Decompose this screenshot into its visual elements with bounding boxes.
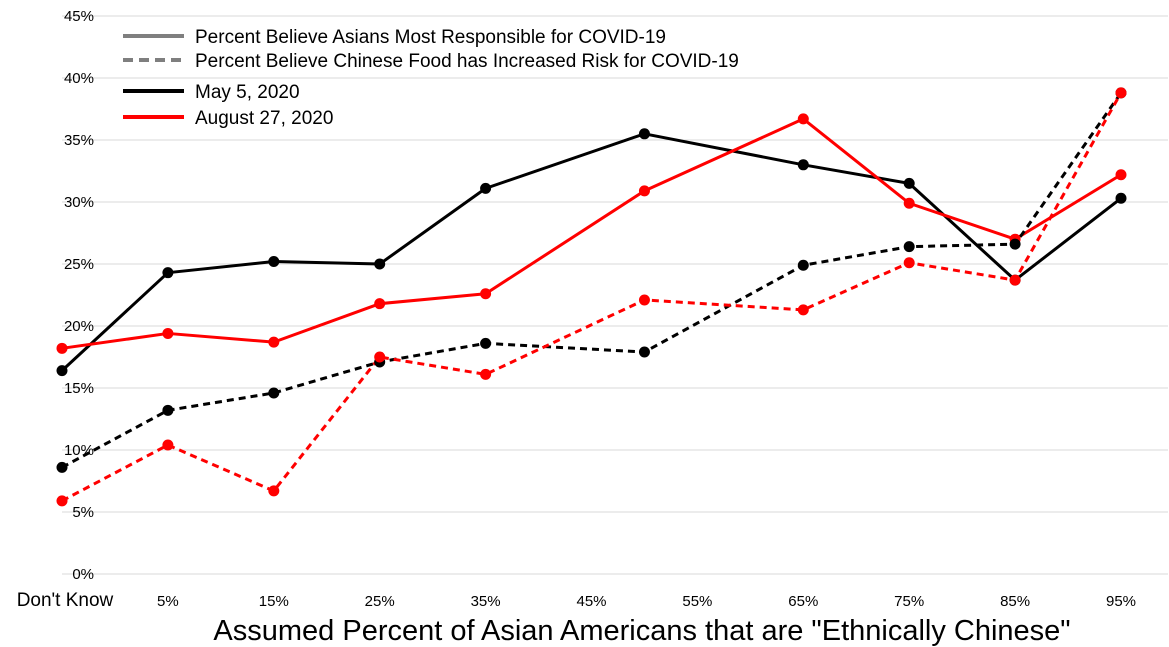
y-tick-label: 0% — [72, 566, 94, 583]
data-point — [797, 159, 809, 171]
data-point — [480, 288, 492, 300]
data-point — [480, 182, 492, 194]
legend-label: Percent Believe Chinese Food has Increas… — [195, 51, 739, 72]
data-point — [374, 258, 386, 270]
data-point — [268, 256, 280, 268]
data-point — [56, 495, 68, 507]
x-tick-label: 95% — [1106, 593, 1136, 610]
y-tick-label: 5% — [72, 504, 94, 521]
data-point — [797, 113, 809, 125]
y-tick-label: 30% — [64, 194, 94, 211]
x-tick-label: 55% — [682, 593, 712, 610]
data-point — [1115, 192, 1127, 204]
data-point — [638, 294, 650, 306]
y-tick-label: 15% — [64, 380, 94, 397]
x-tick-label: Don't Know — [17, 590, 114, 611]
data-point — [374, 298, 386, 310]
data-point — [903, 241, 915, 253]
x-tick-label: 85% — [1000, 593, 1030, 610]
data-point — [638, 185, 650, 197]
y-tick-label: 10% — [64, 442, 94, 459]
data-point — [162, 267, 174, 279]
data-point — [903, 257, 915, 269]
data-point — [268, 336, 280, 348]
y-tick-label: 25% — [64, 256, 94, 273]
solid-black-series-line — [60, 132, 1122, 372]
y-tick-label: 35% — [64, 132, 94, 149]
data-point — [56, 342, 68, 354]
legend-label: May 5, 2020 — [195, 82, 300, 103]
data-point — [162, 327, 174, 339]
solid-red-series-line — [61, 117, 1122, 350]
data-point — [1115, 87, 1127, 99]
x-tick-label: 65% — [788, 593, 818, 610]
data-point — [903, 197, 915, 209]
data-point — [797, 259, 809, 271]
data-point — [56, 461, 68, 473]
legend: Percent Believe Asians Most Responsible … — [123, 27, 739, 129]
data-point — [162, 439, 174, 451]
x-tick-label: 75% — [894, 593, 924, 610]
x-axis-ticks: Don't Know 5% 15% 25% 35% 45% 55% 65% 75% 85% 95% — [17, 590, 1136, 611]
x-tick-label: 45% — [576, 593, 606, 610]
data-point — [268, 387, 280, 399]
y-axis-ticks: 0% 5% 10% 15% 20% 25% 30% 35% 40% 45% — [64, 8, 94, 583]
x-tick-label: 5% — [157, 593, 179, 610]
data-point — [480, 337, 492, 349]
data-point — [903, 177, 915, 189]
legend-label: August 27, 2020 — [195, 108, 333, 129]
series-points — [56, 87, 1127, 507]
data-point — [638, 346, 650, 358]
y-tick-label: 20% — [64, 318, 94, 335]
y-tick-label: 40% — [64, 70, 94, 87]
data-point — [268, 485, 280, 497]
data-point — [1009, 274, 1021, 286]
dashed-black-series-line — [61, 92, 1123, 469]
x-tick-label: 35% — [471, 593, 501, 610]
x-axis-label: Assumed Percent of Asian Americans that … — [213, 615, 1070, 647]
data-point — [1009, 238, 1021, 250]
data-point — [1115, 169, 1127, 181]
dashed-red-series-line — [61, 92, 1123, 503]
data-point — [374, 351, 386, 363]
legend-label: Percent Believe Asians Most Responsible … — [195, 27, 666, 48]
data-point — [797, 304, 809, 316]
x-tick-label: 15% — [259, 593, 289, 610]
x-tick-label: 25% — [365, 593, 395, 610]
data-point — [162, 404, 174, 416]
y-tick-label: 45% — [64, 8, 94, 25]
series-lines — [60, 92, 1123, 503]
data-point — [56, 365, 68, 377]
data-point — [480, 368, 492, 380]
data-point — [638, 128, 650, 140]
